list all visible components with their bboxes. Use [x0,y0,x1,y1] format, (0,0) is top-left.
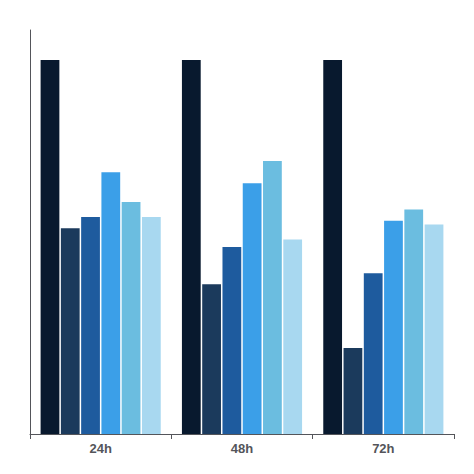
svg-text:48h: 48h [231,441,253,456]
svg-text:72h: 72h [372,441,394,456]
svg-text:24h: 24h [89,441,111,456]
